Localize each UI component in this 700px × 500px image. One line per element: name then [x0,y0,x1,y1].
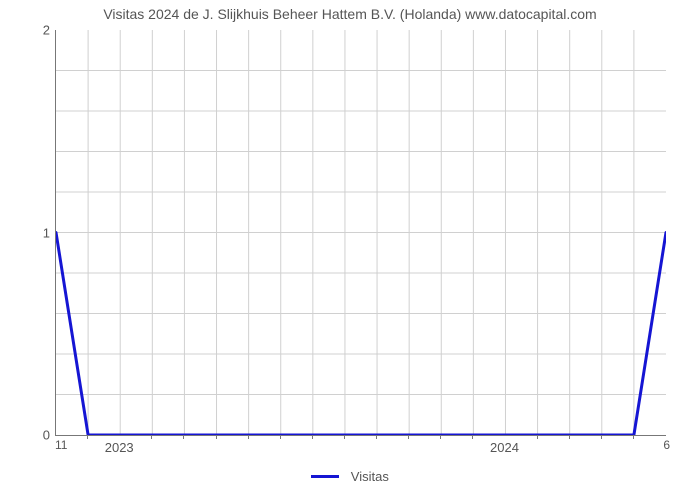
x-minor-tick [151,435,152,439]
x-minor-tick [472,435,473,439]
x-minor-tick [248,435,249,439]
y-tick-label: 2 [10,23,50,38]
x-minor-tick [376,435,377,439]
series-group [56,233,666,436]
x-minor-tick [537,435,538,439]
legend-label: Visitas [351,469,389,484]
grid [56,30,666,435]
x-minor-tick [569,435,570,439]
x-minor-tick [633,435,634,439]
y-tick-label: 0 [10,428,50,443]
x-tick-label: 2023 [105,440,134,455]
y-tick-label: 1 [10,225,50,240]
x-minor-tick [408,435,409,439]
x-minor-tick [344,435,345,439]
x-minor-tick [440,435,441,439]
x-minor-tick [216,435,217,439]
legend-swatch [311,475,339,478]
x-minor-tick [601,435,602,439]
plot-area [55,30,666,436]
x-minor-tick [312,435,313,439]
x-tick-label: 2024 [490,440,519,455]
x-minor-tick [87,435,88,439]
x-corner-left: 11 [55,438,67,452]
x-corner-right: 6 [663,438,670,452]
x-minor-tick [280,435,281,439]
legend: Visitas [0,468,700,484]
chart-container: Visitas 2024 de J. Slijkhuis Beheer Hatt… [0,0,700,500]
series-visitas [56,233,666,436]
chart-title: Visitas 2024 de J. Slijkhuis Beheer Hatt… [0,6,700,22]
x-minor-tick [183,435,184,439]
plot-svg [56,30,666,435]
